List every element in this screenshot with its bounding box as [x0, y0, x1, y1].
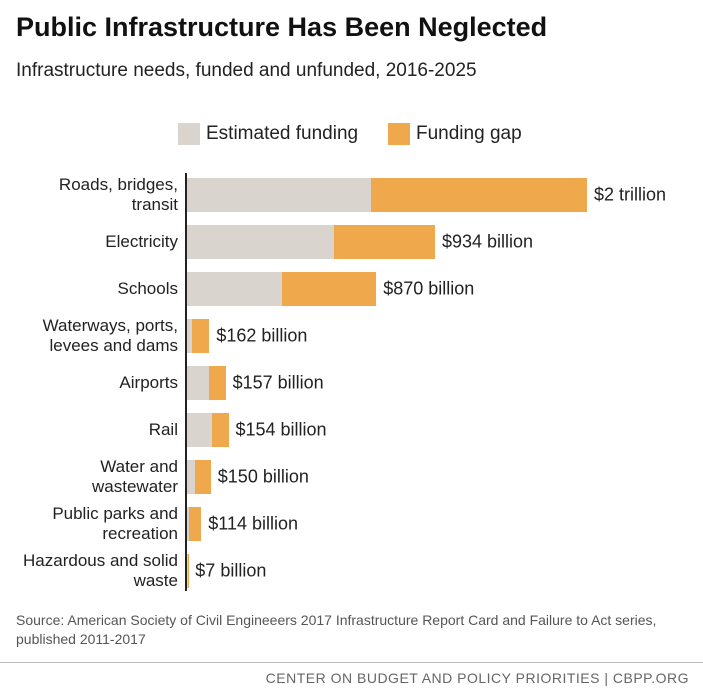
bar — [187, 554, 189, 588]
bar — [187, 507, 189, 541]
category-label: Hazardous and solid waste — [23, 551, 178, 590]
value-label: $157 billion — [232, 372, 324, 393]
bar — [188, 507, 202, 541]
bar — [282, 272, 377, 306]
bar — [187, 366, 209, 400]
legend-label: Estimated funding — [206, 123, 359, 144]
value-label: $2 trillion — [594, 184, 667, 205]
legend-item: Estimated funding — [178, 123, 358, 145]
bar — [187, 178, 371, 212]
bar — [191, 319, 210, 353]
bar — [187, 319, 192, 353]
legend-swatch — [388, 123, 410, 145]
category-label: Airports — [119, 373, 178, 392]
bar — [187, 460, 195, 494]
chart-title: Public Infrastructure Has Been Neglected — [16, 12, 548, 42]
category-label: Schools — [117, 279, 178, 298]
bar — [370, 178, 587, 212]
value-label: $154 billion — [235, 419, 327, 440]
legend-label: Funding gap — [416, 123, 522, 144]
category-label: Roads, bridges, transit — [58, 175, 178, 214]
category-label: Electricity — [105, 232, 178, 251]
category-label: Water and wastewater — [92, 457, 178, 496]
bar — [187, 554, 188, 588]
legend-swatch — [178, 123, 200, 145]
bar — [208, 366, 226, 400]
axis-line — [185, 173, 187, 591]
category-label: Waterways, ports, levees and dams — [42, 316, 178, 355]
value-label: $934 billion — [442, 231, 534, 252]
chart-subtitle: Infrastructure needs, funded and unfunde… — [16, 60, 477, 81]
value-label: $7 billion — [195, 560, 267, 581]
bar — [194, 460, 211, 494]
bar — [187, 272, 283, 306]
source: Source: American Society of Civil Engine… — [16, 612, 657, 647]
bar — [187, 413, 212, 447]
footer: CENTER ON BUDGET AND POLICY PRIORITIES |… — [265, 670, 689, 686]
bar — [187, 225, 335, 259]
legend-item: Funding gap — [388, 123, 522, 145]
value-label: $870 billion — [383, 278, 475, 299]
category-label: Public parks and recreation — [52, 504, 178, 543]
bar — [211, 413, 229, 447]
value-label: $162 billion — [216, 325, 308, 346]
bar — [334, 225, 435, 259]
value-label: $150 billion — [217, 466, 309, 487]
divider — [0, 662, 703, 663]
category-label: Rail — [148, 420, 178, 439]
value-label: $114 billion — [208, 513, 299, 534]
